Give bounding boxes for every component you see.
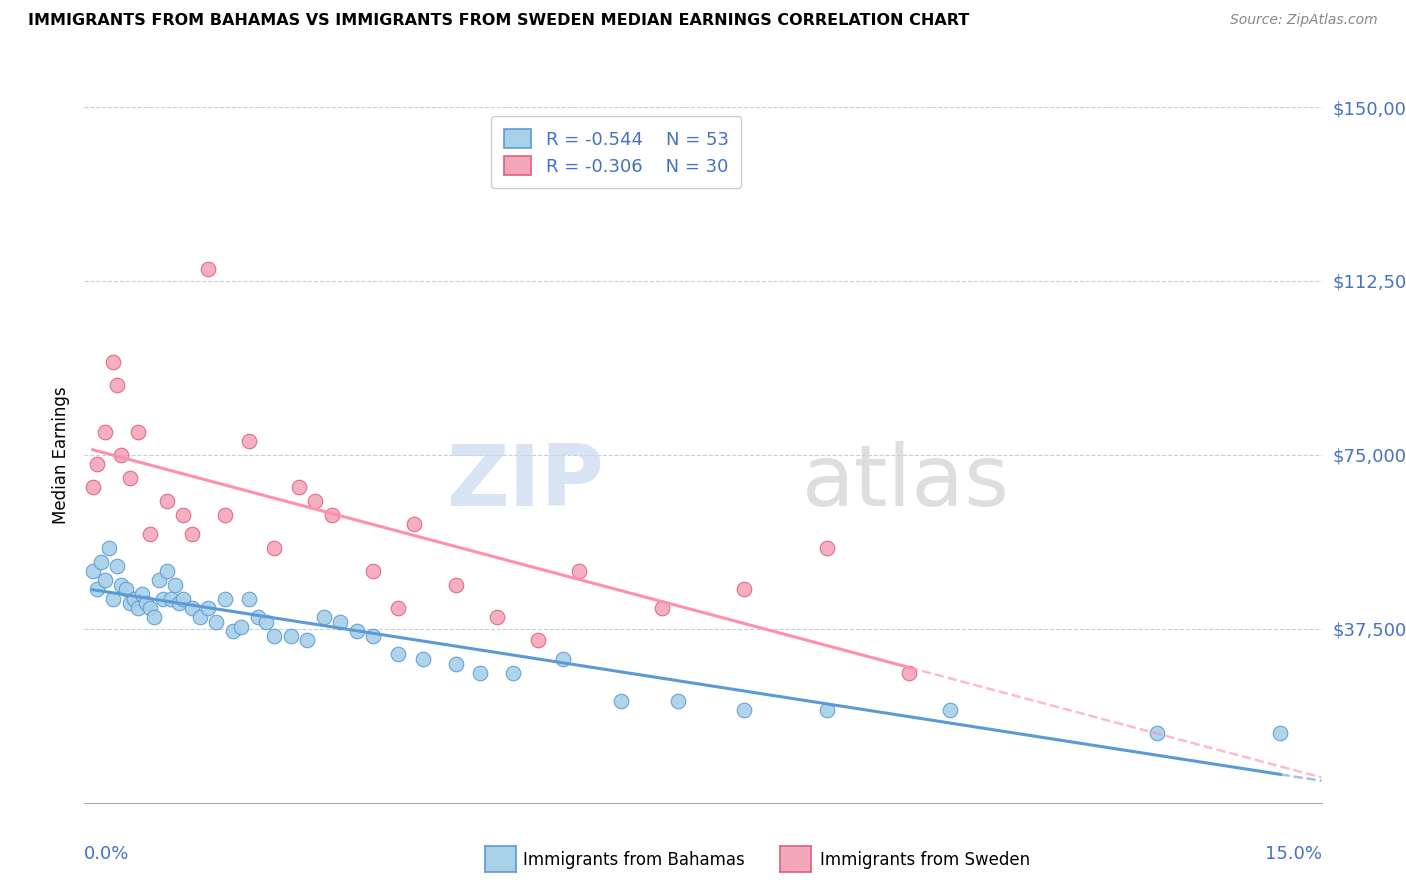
Point bbox=[609, 694, 631, 708]
Point bbox=[412, 652, 434, 666]
Point bbox=[238, 591, 260, 606]
Point bbox=[214, 508, 236, 523]
Point bbox=[127, 425, 149, 439]
Point bbox=[165, 578, 187, 592]
Point bbox=[321, 508, 343, 523]
Text: ZIP: ZIP bbox=[446, 442, 605, 524]
Point bbox=[387, 648, 409, 662]
Point bbox=[82, 480, 104, 494]
Point bbox=[148, 573, 170, 587]
Text: Immigrants from Bahamas: Immigrants from Bahamas bbox=[523, 851, 745, 869]
Point bbox=[156, 564, 179, 578]
Point bbox=[1146, 726, 1168, 740]
Point bbox=[288, 480, 311, 494]
Point bbox=[160, 591, 183, 606]
Point bbox=[485, 610, 508, 624]
Point bbox=[139, 601, 162, 615]
Text: IMMIGRANTS FROM BAHAMAS VS IMMIGRANTS FROM SWEDEN MEDIAN EARNINGS CORRELATION CH: IMMIGRANTS FROM BAHAMAS VS IMMIGRANTS FR… bbox=[28, 13, 969, 29]
Point bbox=[263, 541, 285, 555]
Point bbox=[152, 591, 174, 606]
Text: 15.0%: 15.0% bbox=[1264, 845, 1322, 863]
Point bbox=[122, 591, 145, 606]
Point bbox=[404, 517, 426, 532]
Point bbox=[180, 601, 202, 615]
Point bbox=[139, 526, 162, 541]
Text: atlas: atlas bbox=[801, 442, 1010, 524]
Point bbox=[361, 629, 384, 643]
Point bbox=[280, 629, 302, 643]
Point bbox=[263, 629, 285, 643]
Point bbox=[246, 610, 269, 624]
Point bbox=[898, 665, 921, 680]
Point bbox=[105, 559, 128, 574]
Point bbox=[444, 578, 467, 592]
Point bbox=[180, 526, 202, 541]
Point bbox=[666, 694, 689, 708]
Point bbox=[222, 624, 245, 639]
Y-axis label: Median Earnings: Median Earnings bbox=[52, 386, 70, 524]
Text: Source: ZipAtlas.com: Source: ZipAtlas.com bbox=[1230, 13, 1378, 28]
Point bbox=[172, 508, 194, 523]
Point bbox=[143, 610, 166, 624]
Point bbox=[90, 555, 112, 569]
Point bbox=[205, 615, 228, 629]
Text: Immigrants from Sweden: Immigrants from Sweden bbox=[820, 851, 1029, 869]
Point bbox=[118, 596, 141, 610]
Point bbox=[939, 703, 962, 717]
Point bbox=[361, 564, 384, 578]
Point bbox=[254, 615, 277, 629]
Point bbox=[651, 601, 673, 615]
Point bbox=[118, 471, 141, 485]
Point bbox=[815, 541, 838, 555]
Point bbox=[527, 633, 550, 648]
Point bbox=[156, 494, 179, 508]
Point bbox=[214, 591, 236, 606]
Point bbox=[229, 619, 252, 633]
Point bbox=[1270, 726, 1292, 740]
Point bbox=[105, 378, 128, 392]
Point bbox=[568, 564, 591, 578]
Point bbox=[103, 591, 125, 606]
Point bbox=[114, 582, 136, 597]
Point bbox=[304, 494, 326, 508]
Point bbox=[167, 596, 190, 610]
Point bbox=[551, 652, 574, 666]
Point bbox=[733, 582, 755, 597]
Point bbox=[86, 582, 108, 597]
Point bbox=[295, 633, 318, 648]
Point bbox=[172, 591, 194, 606]
Point bbox=[86, 457, 108, 471]
Point bbox=[312, 610, 335, 624]
Point bbox=[197, 601, 219, 615]
Point bbox=[444, 657, 467, 671]
Point bbox=[329, 615, 352, 629]
Point bbox=[110, 578, 132, 592]
Text: 0.0%: 0.0% bbox=[84, 845, 129, 863]
Point bbox=[188, 610, 211, 624]
Point bbox=[470, 665, 492, 680]
Point bbox=[502, 665, 524, 680]
Legend: R = -0.544    N = 53, R = -0.306    N = 30: R = -0.544 N = 53, R = -0.306 N = 30 bbox=[492, 116, 741, 188]
Point bbox=[131, 587, 153, 601]
Point bbox=[94, 425, 117, 439]
Point bbox=[110, 448, 132, 462]
Point bbox=[346, 624, 368, 639]
Point bbox=[387, 601, 409, 615]
Point bbox=[94, 573, 117, 587]
Point bbox=[103, 355, 125, 369]
Point bbox=[733, 703, 755, 717]
Point bbox=[98, 541, 121, 555]
Point bbox=[197, 262, 219, 277]
Point bbox=[135, 596, 157, 610]
Point bbox=[82, 564, 104, 578]
Point bbox=[127, 601, 149, 615]
Point bbox=[815, 703, 838, 717]
Point bbox=[238, 434, 260, 448]
